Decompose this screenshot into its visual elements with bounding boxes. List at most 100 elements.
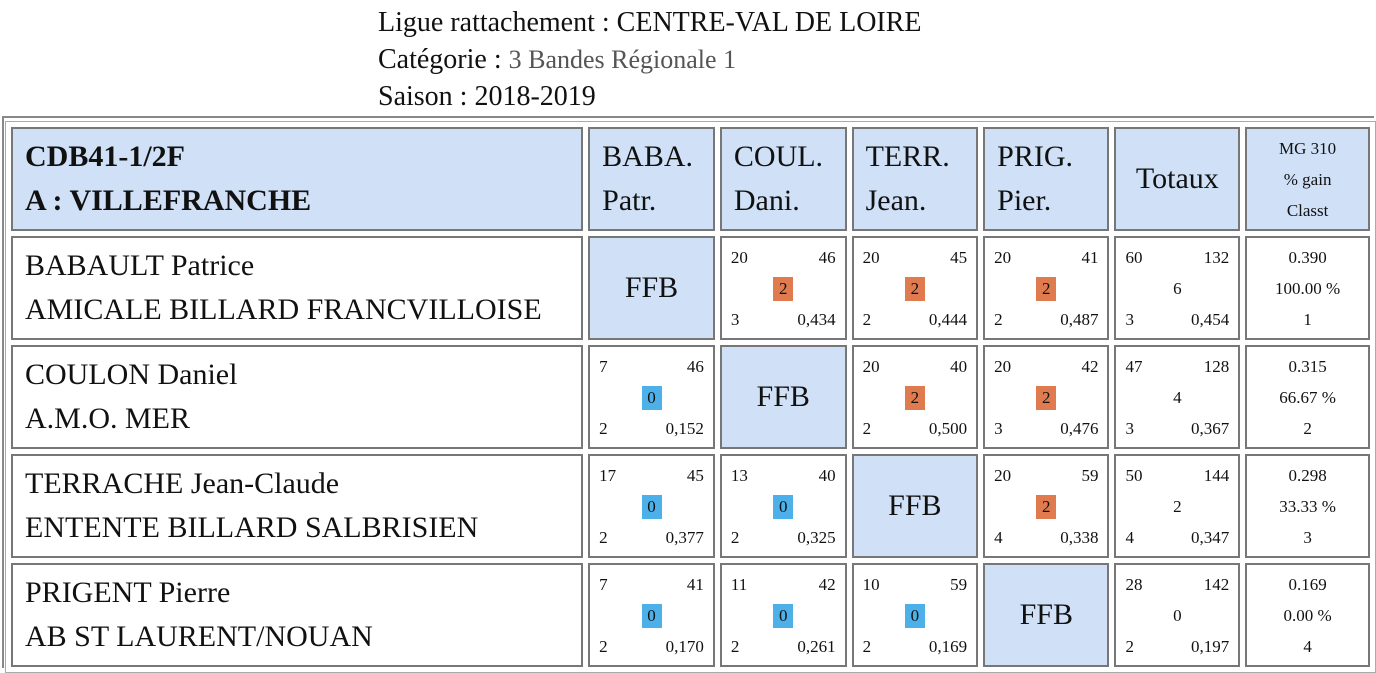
- totals-header: Totaux: [1114, 127, 1241, 231]
- totals-cell: 50 144 2 4 0,347: [1114, 454, 1241, 558]
- player-row: BABAULT Patrice AMICALE BILLARD FRANCVILL…: [11, 236, 1370, 340]
- league-value: CENTRE-VAL DE LOIRE: [616, 7, 922, 38]
- match-cell: 20 45 2 2 0,444: [851, 236, 979, 340]
- best-series: 4: [994, 528, 1003, 547]
- league-line: Ligue rattachement : CENTRE-VAL DE LOIRE: [378, 4, 922, 41]
- average-value: 0,444: [928, 310, 968, 329]
- points-scored: 7: [599, 575, 608, 594]
- total-innings: 142: [1203, 575, 1230, 594]
- ffb-cell: FFB: [719, 345, 847, 449]
- average-value: 0,487: [1060, 310, 1099, 329]
- opponent-innings: 45: [686, 466, 704, 485]
- season-label: Saison :: [378, 81, 475, 112]
- best-series: 2: [862, 637, 872, 656]
- match-cell: 20 42 2 3 0,476: [983, 345, 1110, 449]
- opponent-innings: 41: [1081, 248, 1099, 267]
- column-header-prig: PRIG. Pier.: [983, 127, 1110, 231]
- opponent-innings: 46: [818, 248, 836, 267]
- opponent-innings: 59: [950, 575, 968, 594]
- total-match-points-wrap: 0: [1116, 604, 1238, 628]
- win-badge: 2: [1036, 386, 1057, 410]
- team-name: A : VILLEFRANCHE: [25, 184, 312, 217]
- total-average: 0,197: [1190, 637, 1230, 656]
- points-scored: 7: [599, 357, 608, 376]
- match-cell: 17 45 0 2 0,377: [588, 454, 715, 558]
- team-header-cell: CDB41-1/2F A : VILLEFRANCHE: [11, 127, 584, 231]
- loss-badge: 0: [773, 495, 794, 519]
- match-cell: 7 46 0 2 0,152: [588, 345, 715, 449]
- win-percentage: 0.00 %: [1283, 605, 1332, 625]
- total-best-series: 3: [1125, 310, 1134, 329]
- win-percentage: 100.00 %: [1275, 278, 1341, 298]
- player-name: COULON Daniel: [25, 358, 238, 391]
- column-header-line1: TERR.: [865, 140, 950, 173]
- points-scored: 17: [599, 466, 617, 485]
- best-series: 3: [994, 419, 1003, 438]
- win-badge: 2: [773, 277, 794, 301]
- total-points: 50: [1125, 466, 1143, 485]
- average-value: 0,169: [928, 637, 968, 656]
- points-scored: 13: [730, 466, 748, 485]
- total-best-series: 2: [1125, 637, 1134, 656]
- player-club: ENTENTE BILLARD SALBRISIEN: [25, 511, 479, 544]
- match-cell: 20 46 2 3 0,434: [719, 236, 847, 340]
- category-value: 3 Bandes Régionale 1: [508, 45, 737, 74]
- summary-cell: 0.169 0.00 % 4: [1245, 563, 1370, 667]
- column-header-terr: TERR. Jean.: [851, 127, 979, 231]
- match-cell: 7 41 0 2 0,170: [588, 563, 715, 667]
- column-header-line2: Pier.: [997, 184, 1052, 217]
- summary-cell: 0.390 100.00 % 1: [1245, 236, 1370, 340]
- ranking: 1: [1303, 309, 1312, 329]
- total-match-points: 0: [1173, 606, 1182, 625]
- match-points-wrap: 0: [590, 386, 713, 410]
- team-code: CDB41-1/2F: [25, 140, 185, 173]
- opponent-innings: 42: [818, 575, 836, 594]
- season-line: Saison : 2018-2019: [378, 78, 922, 115]
- average-value: 0,377: [665, 528, 704, 547]
- totals-cell: 28 142 0 2 0,197: [1114, 563, 1241, 667]
- general-average: 0.169: [1288, 574, 1327, 594]
- total-innings: 128: [1203, 357, 1230, 376]
- match-points-wrap: 0: [722, 604, 845, 628]
- results-frame: [2, 116, 1374, 668]
- total-innings: 144: [1203, 466, 1230, 485]
- results-table: CDB41-1/2F A : VILLEFRANCHE BABA. Patr. …: [5, 121, 1376, 673]
- best-series: 2: [862, 419, 872, 438]
- player-row: PRIGENT Pierre AB ST LAURENT/NOUAN 7 41 0 2 0,…: [11, 563, 1370, 667]
- points-scored: 20: [862, 248, 880, 267]
- player-cell: COULON Daniel A.M.O. MER: [11, 345, 584, 449]
- totals-cell: 60 132 6 3 0,454: [1114, 236, 1241, 340]
- loss-badge: 0: [773, 604, 794, 628]
- match-points-wrap: 0: [590, 495, 713, 519]
- total-points: 28: [1125, 575, 1143, 594]
- total-average: 0,347: [1190, 528, 1230, 547]
- ranking: 4: [1303, 636, 1312, 656]
- average-value: 0,434: [797, 310, 836, 329]
- total-match-points: 6: [1173, 279, 1182, 298]
- best-series: 3: [730, 310, 740, 329]
- best-series: 2: [599, 419, 608, 438]
- best-series: 2: [599, 528, 608, 547]
- total-best-series: 4: [1125, 528, 1134, 547]
- player-name: TERRACHE Jean-Claude: [25, 467, 340, 500]
- opponent-innings: 59: [1081, 466, 1099, 485]
- summary-header-mg: MG 310: [1279, 138, 1337, 158]
- total-match-points: 2: [1173, 497, 1182, 516]
- column-header-line2: Patr.: [602, 184, 657, 217]
- average-value: 0,500: [928, 419, 968, 438]
- ffb-cell: FFB: [983, 563, 1110, 667]
- ffb-cell: FFB: [588, 236, 715, 340]
- match-cell: 11 42 0 2 0,261: [719, 563, 847, 667]
- player-name: BABAULT Patrice: [25, 249, 255, 282]
- average-value: 0,338: [1060, 528, 1099, 547]
- category-label: Catégorie :: [378, 44, 509, 75]
- match-points-wrap: 2: [722, 277, 845, 301]
- total-average: 0,454: [1190, 310, 1230, 329]
- match-cell: 20 40 2 2 0,500: [851, 345, 979, 449]
- match-cell: 20 59 2 4 0,338: [983, 454, 1110, 558]
- player-cell: PRIGENT Pierre AB ST LAURENT/NOUAN: [11, 563, 584, 667]
- match-points-wrap: 0: [722, 495, 845, 519]
- total-match-points-wrap: 2: [1116, 495, 1238, 519]
- points-scored: 11: [730, 575, 748, 594]
- league-label: Ligue rattachement :: [378, 7, 617, 38]
